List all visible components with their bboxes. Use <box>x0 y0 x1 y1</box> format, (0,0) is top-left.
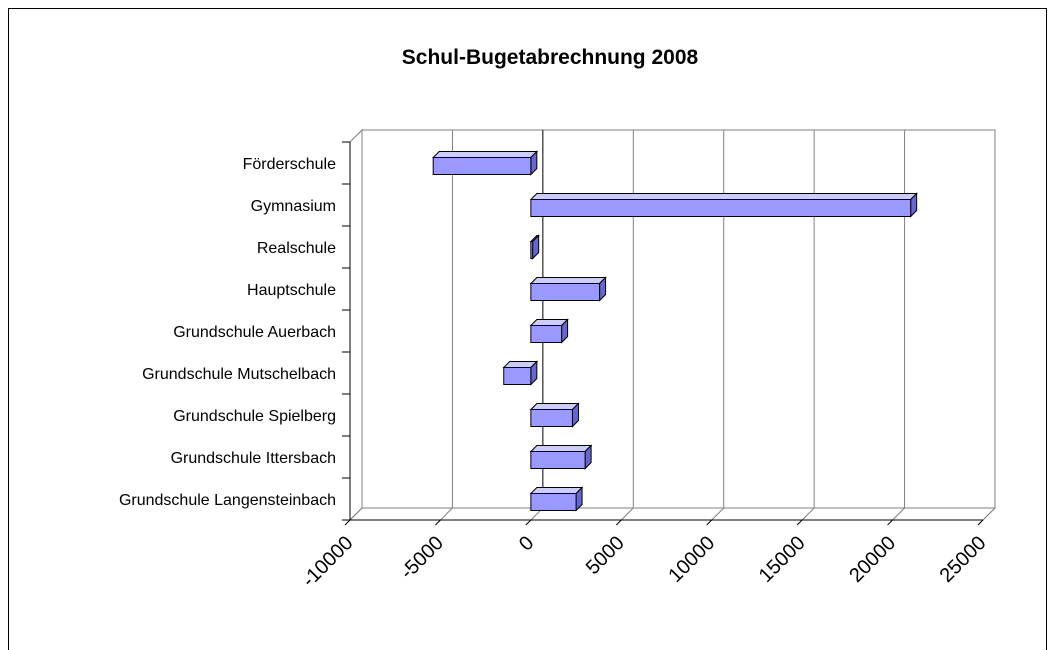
y-tick-label: Grundschule Ittersbach <box>171 450 336 467</box>
bar <box>503 367 532 385</box>
bar <box>530 241 534 259</box>
chart-title: Schul-Bugetabrechnung 2008 <box>402 46 699 69</box>
y-tick-label: Förderschule <box>243 156 336 173</box>
y-tick-label: Grundschule Auerbach <box>173 324 336 341</box>
floor-grid-line <box>801 507 815 521</box>
back-wall <box>361 129 996 509</box>
bar-top <box>431 151 539 158</box>
y-tick-label: Hauptschule <box>247 282 336 299</box>
y-tick-label: Gymnasium <box>251 198 336 215</box>
bar <box>530 409 573 427</box>
bar <box>432 157 532 175</box>
y-tick-label: Grundschule Langensteinbach <box>119 492 336 509</box>
x-tick <box>887 519 893 526</box>
bar <box>530 199 912 217</box>
y-tick-label: Grundschule Spielberg <box>173 408 336 425</box>
bar <box>530 325 563 343</box>
x-tick <box>796 519 803 526</box>
bar-top <box>529 403 580 410</box>
x-tick <box>977 519 984 526</box>
bar-top <box>529 277 607 284</box>
floor-grid-line <box>440 507 453 521</box>
floor-grid-line <box>982 507 996 521</box>
bar-top <box>529 487 584 494</box>
floor-grid-line <box>711 507 725 521</box>
floor-grid-line <box>620 507 634 521</box>
floor-grid-line <box>349 507 363 521</box>
x-tick <box>344 519 351 526</box>
x-tick <box>525 519 532 526</box>
side-wall <box>349 128 363 522</box>
floor-grid-line <box>892 507 905 521</box>
bar <box>530 493 577 511</box>
bar-top <box>529 445 593 452</box>
x-tick <box>435 519 441 526</box>
bar-top <box>529 193 918 200</box>
x-tick <box>706 519 713 526</box>
y-tick-label: Realschule <box>257 240 336 257</box>
bar <box>530 451 586 469</box>
bar <box>530 283 601 301</box>
y-tick-label: Grundschule Mutschelbach <box>142 366 336 383</box>
x-tick <box>615 519 622 526</box>
